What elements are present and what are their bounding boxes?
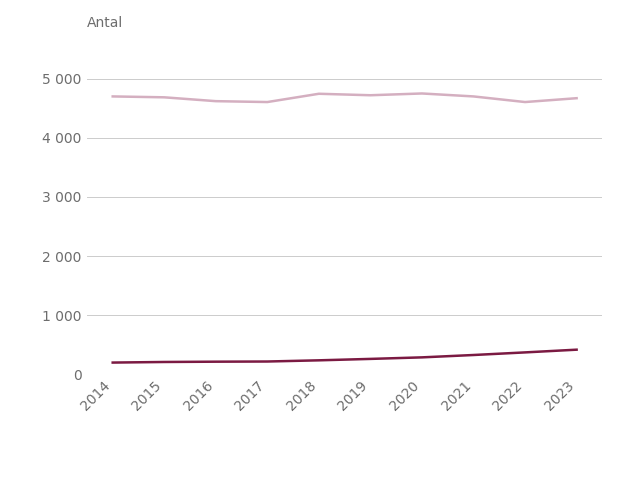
Kvinnor (522, 349, 529, 355)
Kvinnor (367, 356, 374, 362)
Kvinnor (161, 359, 168, 365)
Män (212, 98, 220, 104)
Kvinnor (315, 358, 323, 363)
Kvinnor (264, 359, 271, 364)
Män (470, 94, 478, 99)
Män (109, 94, 117, 99)
Kvinnor (212, 359, 220, 365)
Män (264, 99, 271, 105)
Text: Antal: Antal (87, 16, 123, 30)
Män (367, 92, 374, 98)
Män (315, 91, 323, 96)
Kvinnor (419, 355, 426, 360)
Män (573, 96, 581, 101)
Kvinnor (470, 352, 478, 358)
Line: Kvinnor: Kvinnor (113, 349, 577, 362)
Män (522, 99, 529, 105)
Line: Män: Män (113, 94, 577, 102)
Kvinnor (109, 360, 117, 365)
Kvinnor (573, 347, 581, 352)
Män (161, 95, 168, 100)
Män (419, 91, 426, 96)
